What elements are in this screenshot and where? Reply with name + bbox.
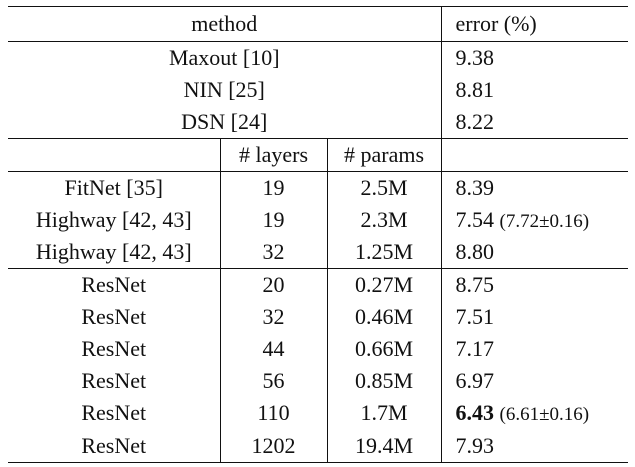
error-cell: 8.80 <box>441 236 629 269</box>
method-cell: ResNet <box>8 397 221 429</box>
error-cell: 8.39 <box>441 172 628 205</box>
error-note: (7.72±0.16) <box>499 211 590 232</box>
method-cell: NIN [25] <box>8 74 442 106</box>
layers-cell: 32 <box>220 301 328 333</box>
error-cell: 8.75 <box>441 269 628 302</box>
method-cell: ResNet <box>8 268 221 301</box>
params-header: # params <box>327 138 442 172</box>
method-cell: FitNet [35] <box>8 171 221 204</box>
subheader-row: # layers # params <box>8 138 629 172</box>
empty-cell <box>441 138 629 172</box>
params-cell: 0.27M <box>327 268 442 301</box>
error-cell: 7.54 (7.72±0.16) <box>441 204 628 236</box>
error-value: 8.39 <box>455 175 495 200</box>
method-cell: DSN [24] <box>8 106 442 139</box>
table-row: ResNet 1202 19.4M 7.93 <box>8 429 629 463</box>
table-header-row: method error (%) <box>8 6 629 42</box>
params-cell: 19.4M <box>327 429 442 463</box>
error-value: 7.54 <box>455 207 495 232</box>
method-header: method <box>8 6 442 42</box>
error-value: 7.93 <box>455 432 495 458</box>
method-cell: ResNet <box>8 301 221 333</box>
error-cell: 9.38 <box>455 45 495 70</box>
table-row: NIN [25] 8.81 <box>8 74 628 106</box>
layers-cell: 32 <box>220 236 328 269</box>
params-cell: 2.5M <box>327 171 442 204</box>
params-cell: 0.85M <box>327 365 442 397</box>
error-value: 8.75 <box>455 272 495 297</box>
method-cell: ResNet <box>8 429 221 463</box>
layers-cell: 56 <box>220 365 328 397</box>
results-table-container: method error (%) Maxout [10] 9.38 NIN [2… <box>8 6 629 463</box>
error-cell: 7.93 <box>441 429 629 463</box>
layers-cell: 20 <box>220 268 328 301</box>
error-value: 6.97 <box>455 368 495 393</box>
params-cell: 2.3M <box>327 204 442 236</box>
params-cell: 1.7M <box>327 397 442 429</box>
best-error-value: 6.43 <box>455 400 495 425</box>
error-cell: 8.81 <box>455 77 495 102</box>
table-row: ResNet 44 0.66M 7.17 <box>8 333 628 365</box>
error-value: 7.17 <box>455 336 495 361</box>
table-row: ResNet 56 0.85M 6.97 <box>8 365 628 397</box>
params-cell: 0.46M <box>327 301 442 333</box>
table-row: ResNet 32 0.46M 7.51 <box>8 301 628 333</box>
table-row: DSN [24] 8.22 <box>8 106 629 139</box>
error-header: error (%) <box>441 6 629 42</box>
method-cell: Maxout [10] <box>8 41 442 74</box>
error-value: 7.51 <box>455 304 495 329</box>
error-value: 8.80 <box>455 239 495 264</box>
table-row: Highway [42, 43] 19 2.3M 7.54 (7.72±0.16… <box>8 204 628 236</box>
layers-cell: 110 <box>220 397 328 429</box>
layers-cell: 1202 <box>220 429 328 463</box>
method-cell: Highway [42, 43] <box>8 204 221 236</box>
table-row: ResNet 20 0.27M 8.75 <box>8 268 628 302</box>
error-cell: 8.22 <box>441 106 629 139</box>
error-cell: 6.43 (6.61±0.16) <box>441 397 628 429</box>
error-cell: 7.17 <box>441 333 628 365</box>
method-cell: ResNet <box>8 365 221 397</box>
error-note: (6.61±0.16) <box>499 404 590 425</box>
empty-cell <box>8 138 221 172</box>
layers-header: # layers <box>220 138 328 172</box>
table-row: Maxout [10] 9.38 <box>8 41 628 74</box>
params-cell: 0.66M <box>327 333 442 365</box>
results-table: method error (%) Maxout [10] 9.38 NIN [2… <box>8 6 629 463</box>
method-cell: ResNet <box>8 333 221 365</box>
table-row: FitNet [35] 19 2.5M 8.39 <box>8 171 628 205</box>
params-cell: 1.25M <box>327 236 442 269</box>
error-cell: 7.51 <box>441 301 628 333</box>
layers-cell: 19 <box>220 204 328 236</box>
layers-cell: 19 <box>220 171 328 204</box>
method-cell: Highway [42, 43] <box>8 236 221 269</box>
layers-cell: 44 <box>220 333 328 365</box>
error-cell: 6.97 <box>441 365 628 397</box>
table-row: ResNet 110 1.7M 6.43 (6.61±0.16) <box>8 397 628 429</box>
table-row: Highway [42, 43] 32 1.25M 8.80 <box>8 236 629 269</box>
